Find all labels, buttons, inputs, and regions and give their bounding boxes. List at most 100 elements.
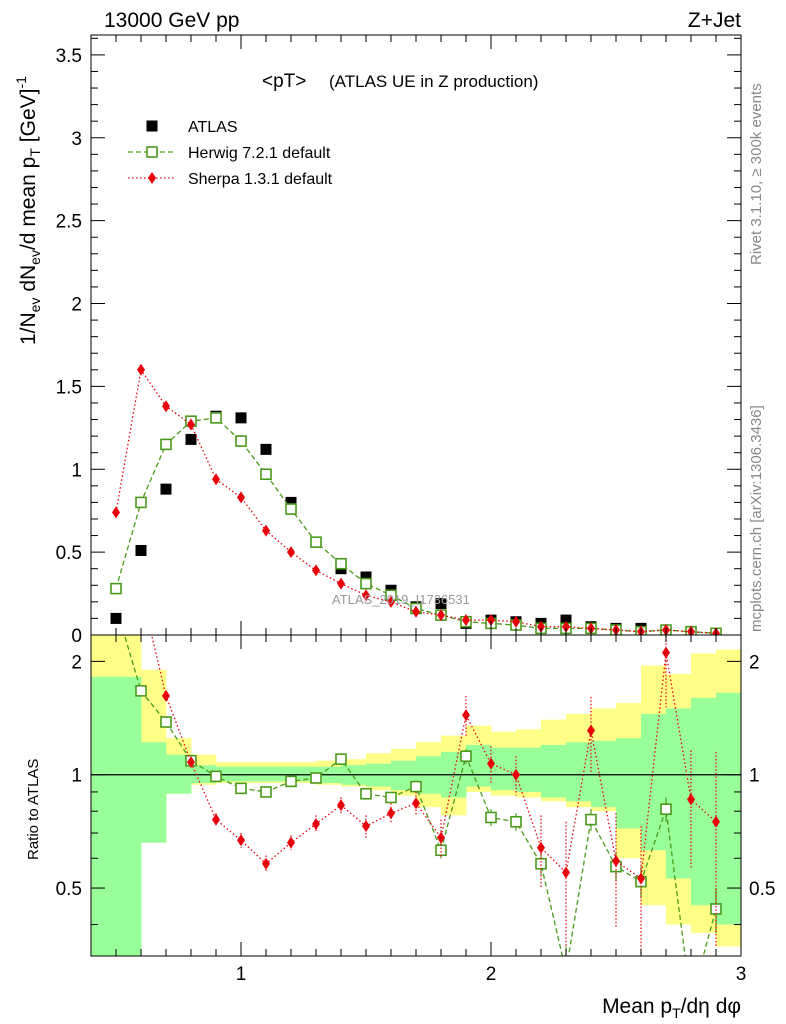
sherpa-main-point [412, 605, 420, 618]
herwig-ratio-point [310, 772, 322, 784]
herwig-ratio-point [210, 770, 222, 783]
herwig-ratio-point [160, 716, 172, 728]
sherpa-main-point [537, 620, 545, 633]
legend-marker-atlas [146, 120, 158, 132]
sherpa-main-point [162, 400, 170, 413]
herwig-ratio-point [385, 791, 397, 804]
y-tick-label: 2 [71, 295, 82, 316]
band-segment [516, 747, 542, 792]
x-tick-label: 3 [736, 964, 747, 985]
herwig-ratio-point [660, 803, 672, 815]
atlas-main-point [135, 544, 147, 556]
ratio-panel: 0.5 0.5 1 1 2 2 1 2 3 Ratio to ATLAS [25, 451, 775, 985]
herwig-ratio-point [410, 780, 422, 793]
atlas-main-point [110, 612, 122, 624]
band-segment [666, 708, 692, 879]
sherpa-ratio-point [587, 724, 595, 737]
sherpa-main-point [512, 615, 520, 628]
ratio-y-tick-label: 2 [71, 652, 82, 673]
sherpa-ratio-point [662, 646, 670, 659]
band-segment [291, 766, 317, 782]
main-y-axis-label: 1/Nev dNev/d mean pT [GeV]-1 [13, 76, 43, 345]
herwig-ratio-point [561, 967, 571, 977]
herwig-ratio-point [135, 685, 147, 697]
sherpa-ratio-point [287, 836, 295, 849]
sherpa-ratio-point [337, 799, 345, 812]
mcplots-label: mcplots.cern.ch [arXiv:1306.3436] [748, 405, 765, 632]
atlas-main-point [185, 433, 197, 445]
sherpa-ratio-point [462, 709, 470, 722]
sherpa-ratio-point [487, 757, 495, 770]
energy-label: 13000 GeV pp [104, 9, 239, 32]
sherpa-ratio-point [137, 584, 145, 596]
band-segment [716, 692, 741, 925]
sherpa-ratio-point [362, 820, 370, 833]
sherpa-main-point [287, 546, 295, 559]
band-segment [141, 742, 167, 843]
atlas-main-point [360, 571, 372, 583]
plot-title-main: <pT> [262, 71, 306, 92]
x-tick-label: 2 [486, 964, 497, 985]
sherpa-main-point [262, 524, 270, 537]
band-segment [541, 744, 567, 798]
legend-marker-herwig [146, 146, 158, 158]
herwig-ratio-point [535, 857, 547, 870]
band-segment [616, 738, 642, 829]
sherpa-ratio-point [112, 451, 120, 463]
atlas-main-point [235, 412, 247, 424]
atlas-main-point [435, 598, 447, 610]
herwig-ratio-point [585, 813, 597, 826]
sherpa-ratio-point [312, 817, 320, 830]
sherpa-ratio-point [537, 841, 545, 854]
sherpa-main-point [237, 491, 245, 504]
legend-label-sherpa: Sherpa 1.3.1 default [188, 171, 333, 188]
band-segment [266, 766, 292, 782]
herwig-ratio-point [710, 903, 722, 915]
rivet-version-label: Rivet 3.1.10, ≥ 300k events [748, 83, 765, 265]
herwig-main-point [335, 557, 347, 570]
legend: ATLAS Herwig 7.2.1 default Sherpa 1.3.1 de… [128, 119, 333, 188]
band-segment [216, 766, 242, 782]
ratio-y-axis-label: Ratio to ATLAS [25, 759, 42, 860]
herwig-ratio-point [485, 811, 497, 824]
atlas-main-point [260, 443, 272, 455]
herwig-main-point [135, 496, 147, 509]
ratio-y-tick-label: 1 [71, 766, 82, 787]
y-tick-label: 2.5 [56, 212, 82, 233]
herwig-main-point [110, 582, 122, 595]
herwig-main-point [310, 536, 322, 548]
atlas-main-point [160, 483, 172, 495]
band-segment [241, 766, 267, 782]
legend-marker-sherpa [148, 172, 156, 184]
sherpa-main-point [212, 473, 220, 486]
sherpa-main-point [137, 363, 145, 376]
sherpa-main-point [387, 595, 395, 608]
main-panel: 0 0.5 1 1.5 2 2.5 3 3.5 <pT> (ATLAS UE in Z pro… [13, 34, 742, 647]
sherpa-ratio-series [112, 451, 720, 956]
herwig-ratio-point [435, 844, 447, 857]
sherpa-main-point [187, 418, 195, 431]
sherpa-main-point [437, 609, 445, 622]
sherpa-ratio-point [712, 815, 720, 828]
herwig-ratio-point [360, 787, 372, 800]
sherpa-main-point [462, 614, 470, 627]
herwig-ratio-point [510, 815, 522, 828]
herwig-main-point [260, 468, 272, 481]
herwig-main-point [360, 577, 372, 590]
ratio-y-tick-label-right: 1 [749, 766, 760, 787]
herwig-ratio-point [111, 601, 121, 611]
sherpa-main-point [312, 564, 320, 577]
band-segment [91, 676, 117, 956]
sherpa-ratio-point [212, 813, 220, 826]
sherpa-ratio-point [562, 866, 570, 879]
sherpa-ratio-point [187, 756, 195, 769]
x-axis-label: Mean pT/dη dφ [602, 995, 741, 1021]
herwig-ratio-point [235, 782, 247, 795]
legend-label-atlas: ATLAS [188, 119, 238, 136]
band-segment [641, 713, 667, 851]
band-segment [116, 676, 142, 956]
y-tick-label: 0.5 [56, 543, 82, 564]
x-tick-label: 1 [236, 964, 247, 985]
herwig-main-point [160, 438, 172, 451]
